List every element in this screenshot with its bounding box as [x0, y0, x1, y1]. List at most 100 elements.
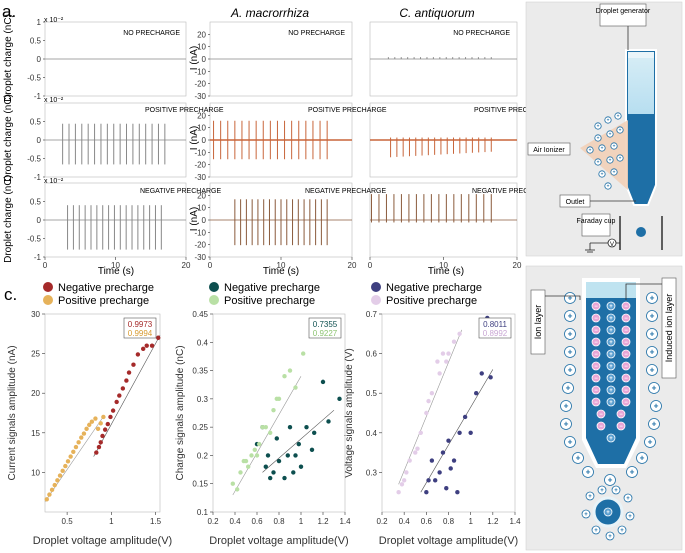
r-value-pos: 0.9227 — [313, 329, 338, 338]
tube-induced-ion-sign: − — [594, 400, 598, 406]
data-point — [479, 371, 484, 376]
legend-c3-neg: Negative precharge — [386, 282, 482, 294]
outer-ion-sign: + — [650, 311, 655, 320]
legend-c2-pos-marker — [209, 295, 219, 305]
scale-note-row1: x 10⁻² — [44, 17, 64, 24]
outer-ion-circle — [646, 346, 658, 358]
x-tick-label: 0.6 — [251, 517, 263, 526]
label-no-precharge-2: NO PRECHARGE — [288, 30, 345, 37]
x-tick-label: 0 — [368, 261, 373, 270]
tube-induced-ion-circle — [591, 349, 601, 359]
droplet-ion-sign: + — [620, 528, 624, 534]
data-point — [135, 352, 141, 357]
droplet-ion-circle — [585, 491, 595, 501]
outer-ion-sign: + — [648, 437, 653, 446]
tube-inner-ion-circle — [606, 349, 616, 359]
y-tick-label: 0 — [37, 216, 42, 225]
x-tick-label: 1.2 — [317, 517, 329, 526]
droplet-generator-cap — [628, 52, 654, 58]
droplet-ion-circle — [623, 493, 633, 503]
outer-ion-circle — [646, 328, 658, 340]
tube-induced-ion-sign: − — [624, 400, 628, 406]
tube-induced-ion-sign: − — [594, 328, 598, 334]
fit-line — [420, 369, 494, 493]
data-point — [71, 449, 76, 455]
data-point — [98, 421, 103, 426]
outer-ion-circle — [650, 400, 662, 412]
label-negative-precharge: NEGATIVE PRECHARGE NEGATIVE PRECHARGE NE… — [140, 188, 553, 195]
data-point — [282, 475, 287, 481]
panel-b-bottom: − + −− + −− + −− + −− + −− + −− + −− + −− + −− −− −+ +++++++… — [525, 265, 683, 551]
y-tick-label: -20 — [194, 80, 206, 89]
outer-ion-sign: + — [586, 467, 591, 476]
label-box-induced — [661, 277, 677, 379]
y-tick-label: 10 — [197, 124, 206, 133]
scale-note-row3: x 10⁻² — [44, 178, 64, 185]
voltmeter-label: V — [610, 242, 614, 248]
data-point — [120, 386, 126, 391]
y-tick-label: 0.6 — [366, 350, 378, 359]
data-point — [488, 375, 493, 380]
data-point — [260, 424, 265, 430]
label-induced-ion-layer: Induced ion layer — [664, 294, 674, 363]
tube-induced-ion-sign: − — [624, 304, 628, 310]
tube-inner-ion-sign: + — [609, 364, 613, 370]
droplet-core-ion-circle — [603, 507, 613, 517]
data-point — [105, 421, 111, 427]
data-point — [124, 378, 129, 383]
ylabel-current-3: I (nA) — [189, 207, 200, 231]
label-positive-3: POSITIVE PRECHARGE — [474, 107, 553, 114]
y-tick-label: 0.5 — [30, 118, 42, 127]
tube-induced-ion-circle — [621, 373, 631, 383]
y-tick-label: 0 — [37, 55, 42, 64]
outer-ion-circle — [646, 364, 658, 376]
data-point — [457, 430, 462, 435]
label-positive-1: POSITIVE PRECHARGE — [145, 107, 224, 114]
ylabel-charge-3: Droplet charge (nC) — [3, 175, 14, 263]
tube-induced-ion-circle — [591, 325, 601, 335]
fit-line — [232, 376, 302, 496]
tube-induced-ion-circle — [591, 337, 601, 347]
x-axis-label: Droplet voltage amplitude(V) — [379, 535, 518, 547]
legend-c1-pos-marker — [43, 295, 53, 305]
data-point — [126, 370, 132, 375]
y-tick-label: 0.2 — [197, 451, 209, 460]
y-tick-label: 10 — [31, 468, 40, 477]
y-tick-label: -20 — [194, 161, 206, 170]
outer-ion-circle — [560, 418, 572, 430]
data-point — [81, 431, 87, 436]
tube-inner-ion-circle — [606, 337, 616, 347]
leader-induced — [625, 283, 662, 300]
droplet-ion-sign: + — [628, 514, 632, 520]
data-point — [95, 426, 101, 432]
y-tick-label: 20 — [197, 191, 206, 200]
ionizer-ion-circle — [616, 154, 624, 162]
data-point — [98, 440, 103, 445]
data-point — [108, 414, 113, 420]
outer-ion-sign: + — [630, 467, 635, 476]
outer-ion-sign: + — [568, 311, 573, 320]
panel-label-c: c. — [4, 285, 17, 304]
y-tick-label: 0 — [202, 136, 207, 145]
tube-induced-ion-circle — [591, 397, 601, 407]
ionizer-ion-sign: + — [601, 172, 604, 177]
outer-ion-circle — [564, 328, 576, 340]
outer-ion-sign: + — [650, 365, 655, 374]
ionizer-ion-sign: + — [619, 128, 622, 133]
legend-c1-neg-marker — [43, 282, 53, 292]
data-point — [287, 368, 293, 373]
leader-ion-layer — [545, 295, 581, 300]
outer-ion-circle — [646, 310, 658, 322]
data-point — [424, 410, 429, 416]
y-tick-label: -30 — [194, 173, 206, 182]
data-point — [444, 359, 449, 364]
data-point — [268, 430, 273, 435]
data-point — [89, 419, 95, 424]
x-tick-label: 0.4 — [229, 517, 241, 526]
y-tick-label: 10 — [197, 43, 206, 52]
tube-induced-ion-circle — [621, 385, 631, 395]
outer-ion-circle — [564, 310, 576, 322]
droplet-ion-circle — [611, 485, 621, 495]
tube-inner-ion-sign: + — [609, 352, 613, 358]
data-point — [444, 486, 449, 491]
